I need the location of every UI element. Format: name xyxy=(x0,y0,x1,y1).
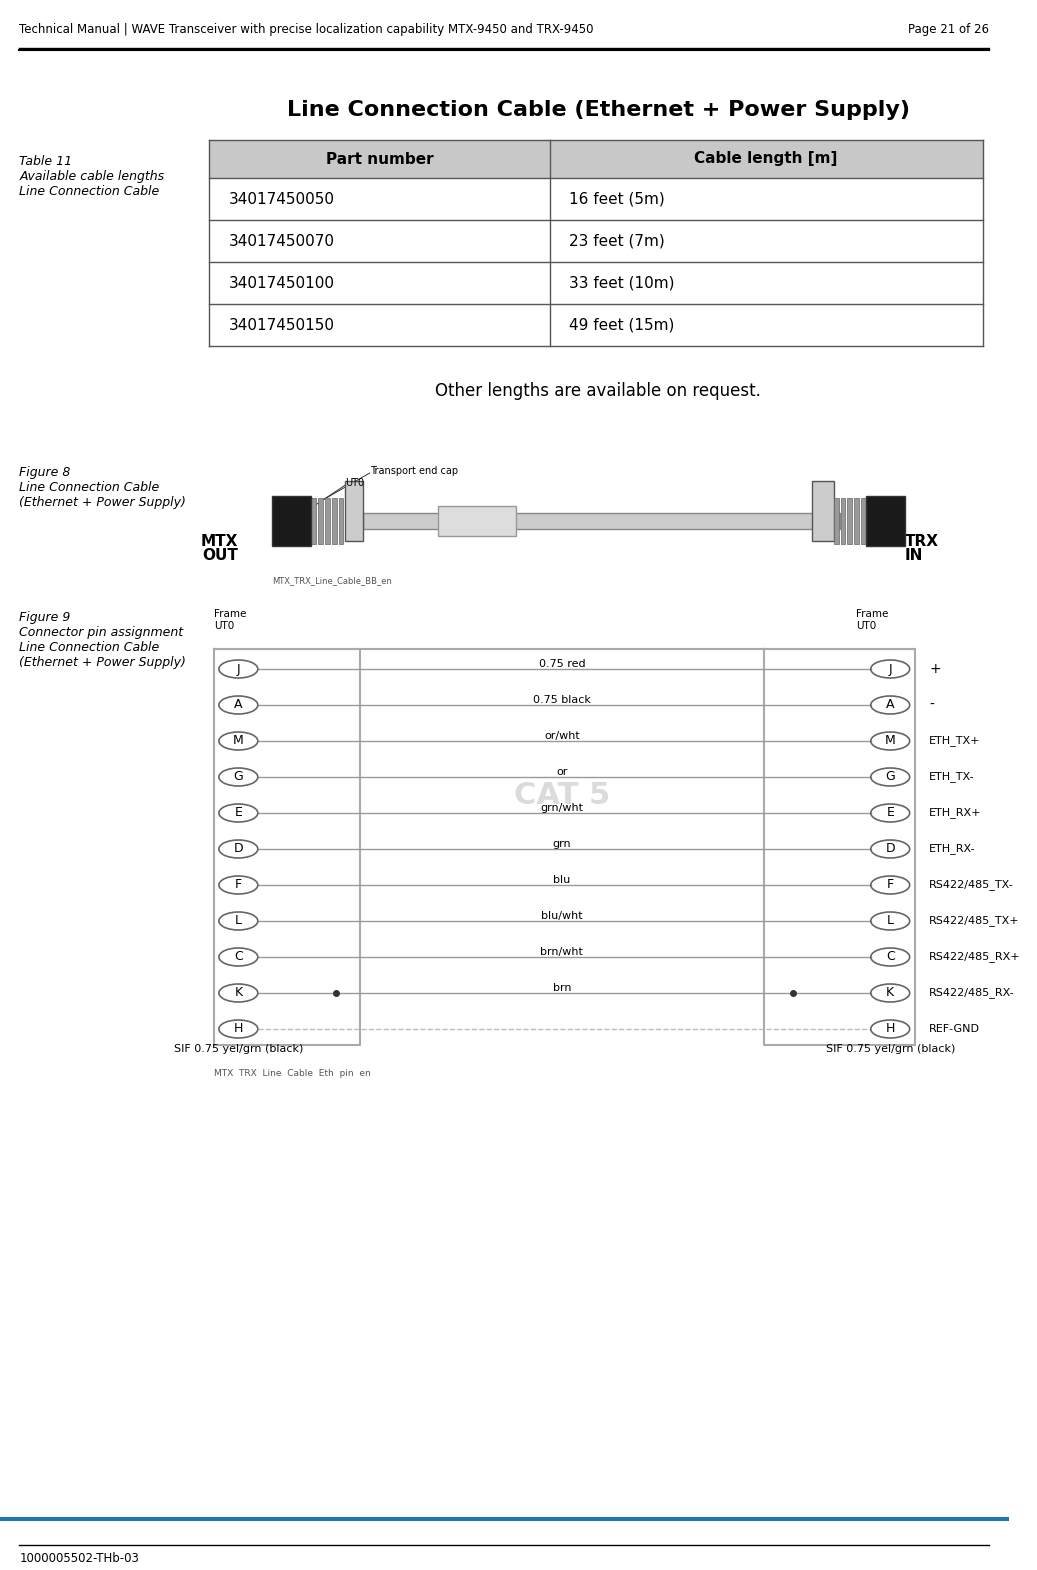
Text: Line Connection Cable: Line Connection Cable xyxy=(20,185,160,198)
Text: Connector pin assignment: Connector pin assignment xyxy=(20,626,184,639)
Text: (Ethernet + Power Supply): (Ethernet + Power Supply) xyxy=(20,656,187,669)
Text: D: D xyxy=(233,843,244,856)
Text: E: E xyxy=(234,807,243,820)
Text: IN: IN xyxy=(905,548,923,564)
Bar xyxy=(273,496,311,546)
Bar xyxy=(812,480,834,542)
Text: Figure 9: Figure 9 xyxy=(20,611,71,623)
Text: F: F xyxy=(234,879,242,892)
Text: Line Connection Cable (Ethernet + Power Supply): Line Connection Cable (Ethernet + Power … xyxy=(287,100,909,119)
Bar xyxy=(861,498,866,543)
Text: UT0: UT0 xyxy=(345,477,365,488)
Text: brn: brn xyxy=(553,983,571,992)
Text: A: A xyxy=(234,699,243,711)
Bar xyxy=(332,498,337,543)
Text: OUT: OUT xyxy=(202,548,239,564)
Text: 33 feet (10m): 33 feet (10m) xyxy=(569,275,675,290)
Text: Page 21 of 26: Page 21 of 26 xyxy=(908,24,989,36)
Text: Line Connection Cable: Line Connection Cable xyxy=(20,641,160,655)
Text: Frame
UT0: Frame UT0 xyxy=(214,609,247,631)
Text: Cable length [m]: Cable length [m] xyxy=(695,151,838,166)
Text: ETH_RX-: ETH_RX- xyxy=(929,843,976,854)
Text: (Ethernet + Power Supply): (Ethernet + Power Supply) xyxy=(20,496,187,509)
Text: or: or xyxy=(556,768,567,777)
Text: 34017450150: 34017450150 xyxy=(228,317,335,333)
Bar xyxy=(847,498,852,543)
Text: K: K xyxy=(887,986,894,1000)
Text: 0.75 black: 0.75 black xyxy=(533,696,591,705)
Bar xyxy=(854,498,859,543)
Text: Frame
UT0: Frame UT0 xyxy=(857,609,889,631)
Text: ETH_RX+: ETH_RX+ xyxy=(929,807,982,818)
Text: Technical Manual | WAVE Transceiver with precise localization capability MTX-945: Technical Manual | WAVE Transceiver with… xyxy=(20,24,594,36)
Text: 23 feet (7m): 23 feet (7m) xyxy=(569,234,665,248)
Text: RS422/485_RX-: RS422/485_RX- xyxy=(929,988,1015,999)
Text: Available cable lengths: Available cable lengths xyxy=(20,170,165,184)
Bar xyxy=(363,513,840,529)
Text: brn/wht: brn/wht xyxy=(540,947,583,958)
Text: F: F xyxy=(887,879,894,892)
Text: 34017450050: 34017450050 xyxy=(228,192,335,207)
Text: SIF 0.75 yel/grn (black): SIF 0.75 yel/grn (black) xyxy=(825,1044,955,1053)
Text: Line Connection Cable: Line Connection Cable xyxy=(20,480,160,495)
Text: K: K xyxy=(234,986,243,1000)
Text: ETH_TX-: ETH_TX- xyxy=(929,771,975,782)
Text: Transport end cap: Transport end cap xyxy=(370,466,458,476)
Text: M: M xyxy=(885,735,896,747)
Text: E: E xyxy=(887,807,894,820)
Text: J: J xyxy=(236,663,241,675)
Text: H: H xyxy=(233,1022,243,1036)
Text: A: A xyxy=(886,699,895,711)
Text: TRX: TRX xyxy=(905,534,938,548)
Text: blu: blu xyxy=(554,874,570,885)
Text: L: L xyxy=(887,914,894,928)
Text: Table 11: Table 11 xyxy=(20,155,73,168)
Text: +: + xyxy=(929,663,941,677)
Text: M: M xyxy=(233,735,244,747)
Bar xyxy=(345,480,363,542)
Bar xyxy=(209,140,983,177)
Text: or/wht: or/wht xyxy=(544,732,580,741)
Text: 0.75 red: 0.75 red xyxy=(538,659,585,669)
Text: G: G xyxy=(886,771,895,783)
Bar xyxy=(318,498,323,543)
Bar xyxy=(866,496,905,546)
Text: 49 feet (15m): 49 feet (15m) xyxy=(569,317,674,333)
Text: RS422/485_TX+: RS422/485_TX+ xyxy=(929,915,1019,926)
Text: J: J xyxy=(889,663,892,675)
Text: Part number: Part number xyxy=(326,151,433,166)
Text: MTX_TRX_Line_Cable_BB_en: MTX_TRX_Line_Cable_BB_en xyxy=(273,576,392,586)
Text: 1000005502-THb-03: 1000005502-THb-03 xyxy=(20,1551,139,1564)
Text: MTX  TRX  Line  Cable  Eth  pin  en: MTX TRX Line Cable Eth pin en xyxy=(214,1069,371,1079)
Bar xyxy=(834,498,839,543)
Bar xyxy=(311,498,316,543)
Text: MTX: MTX xyxy=(201,534,239,548)
Text: D: D xyxy=(886,843,895,856)
Text: C: C xyxy=(234,950,243,964)
Text: Figure 8: Figure 8 xyxy=(20,466,71,479)
Text: Other lengths are available on request.: Other lengths are available on request. xyxy=(436,382,761,400)
Text: blu/wht: blu/wht xyxy=(541,911,583,922)
Text: CAT 5: CAT 5 xyxy=(513,780,610,810)
Text: 16 feet (5m): 16 feet (5m) xyxy=(569,192,665,207)
Bar xyxy=(438,506,515,535)
Text: RS422/485_TX-: RS422/485_TX- xyxy=(929,879,1014,890)
Text: grn: grn xyxy=(553,838,571,849)
Text: ETH_TX+: ETH_TX+ xyxy=(929,736,981,746)
Bar xyxy=(325,498,330,543)
Text: H: H xyxy=(886,1022,895,1036)
Bar xyxy=(338,498,343,543)
Text: grn/wht: grn/wht xyxy=(540,802,584,813)
Text: 34017450070: 34017450070 xyxy=(228,234,335,248)
Bar xyxy=(841,498,845,543)
Text: -: - xyxy=(929,699,934,713)
Text: 34017450100: 34017450100 xyxy=(228,275,335,290)
Text: C: C xyxy=(886,950,895,964)
Text: SIF 0.75 yel/grn (black): SIF 0.75 yel/grn (black) xyxy=(173,1044,303,1053)
Text: RS422/485_RX+: RS422/485_RX+ xyxy=(929,951,1020,962)
Text: G: G xyxy=(233,771,244,783)
Text: REF-GND: REF-GND xyxy=(929,1024,980,1035)
Text: L: L xyxy=(234,914,242,928)
